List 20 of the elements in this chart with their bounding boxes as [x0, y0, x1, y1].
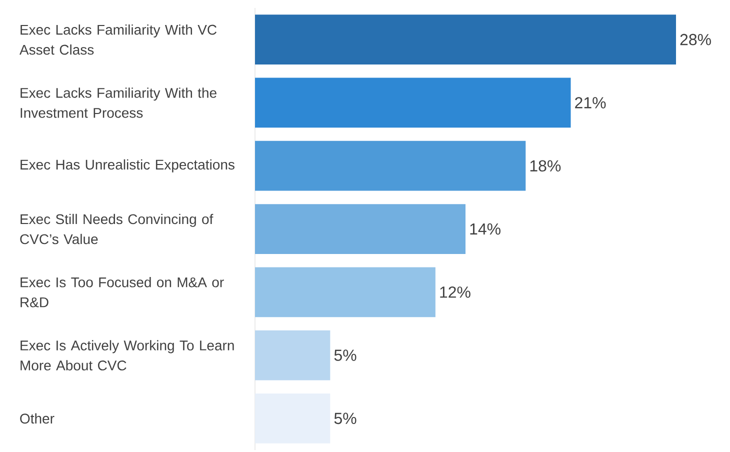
bar [255, 267, 436, 318]
data-label: 5% [334, 412, 356, 424]
data-label: 28% [680, 34, 711, 46]
bar [255, 140, 526, 191]
data-label: 5% [334, 350, 356, 361]
y-tick-label: Exec Is Actively Working To Learn More About CVC [20, 340, 234, 370]
y-tick-label: Exec Is Too Focused on M&A or R&D [20, 277, 224, 308]
y-tick-label: Exec Lacks Familiarity With VC Asset Class [20, 24, 217, 55]
data-label: 21% [575, 97, 606, 108]
y-tick-label: Exec Lacks Familiarity With the Investment Process [20, 88, 216, 118]
y-tick-label: Exec Has Unrealistic Expectations [20, 159, 234, 172]
bar [255, 330, 330, 380]
bar [255, 204, 466, 254]
data-label: 18% [530, 160, 561, 172]
bar [255, 78, 571, 128]
y-tick-label: Exec Still Needs Convincing of CVC’s Value [20, 214, 214, 244]
data-label: 12% [440, 286, 470, 298]
bar [255, 14, 676, 65]
data-label: 14% [470, 223, 500, 235]
y-tick-label: Other [20, 413, 54, 424]
